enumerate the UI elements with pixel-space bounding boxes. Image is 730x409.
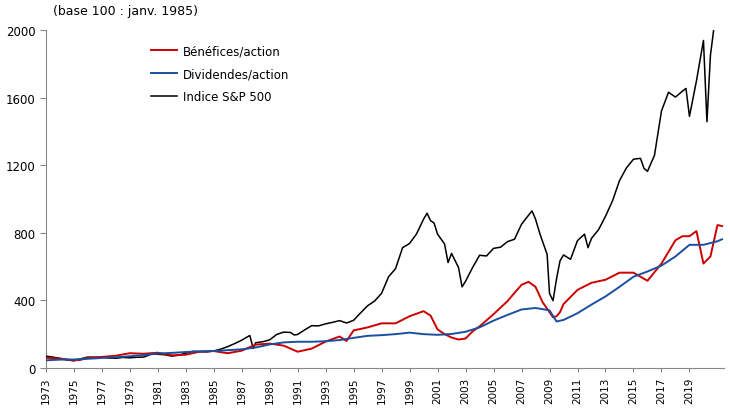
Dividendes/action [196, 349, 204, 354]
Dividendes/action [503, 312, 512, 317]
Dividendes/action [545, 308, 554, 313]
Indice S&P 500 [608, 199, 617, 204]
Line: Dividendes/action: Dividendes/action [46, 240, 722, 360]
Bénéfices/action [42, 355, 50, 360]
Line: Bénéfices/action: Bénéfices/action [46, 225, 722, 360]
Dividendes/action [713, 239, 722, 244]
Dividendes/action [265, 342, 274, 347]
Indice S&P 500 [531, 217, 540, 222]
Bénéfices/action [69, 358, 78, 363]
Indice S&P 500 [42, 354, 50, 359]
Indice S&P 500 [685, 115, 694, 119]
Bénéfices/action [391, 321, 400, 326]
Indice S&P 500 [629, 157, 638, 162]
Legend: Bénéfices/action, Dividendes/action, Indice S&P 500: Bénéfices/action, Dividendes/action, Ind… [147, 40, 294, 109]
Dividendes/action [718, 237, 726, 242]
Text: (base 100 : janv. 1985): (base 100 : janv. 1985) [53, 4, 198, 18]
Indice S&P 500 [300, 328, 309, 333]
Dividendes/action [251, 345, 260, 350]
Bénéfices/action [468, 329, 477, 334]
Indice S&P 500 [489, 246, 498, 251]
Dividendes/action [42, 358, 50, 363]
Bénéfices/action [713, 223, 722, 228]
Line: Indice S&P 500: Indice S&P 500 [46, 0, 722, 361]
Bénéfices/action [718, 224, 726, 229]
Bénéfices/action [531, 285, 540, 290]
Bénéfices/action [440, 332, 449, 337]
Indice S&P 500 [69, 358, 78, 363]
Bénéfices/action [153, 351, 162, 355]
Bénéfices/action [524, 280, 533, 285]
